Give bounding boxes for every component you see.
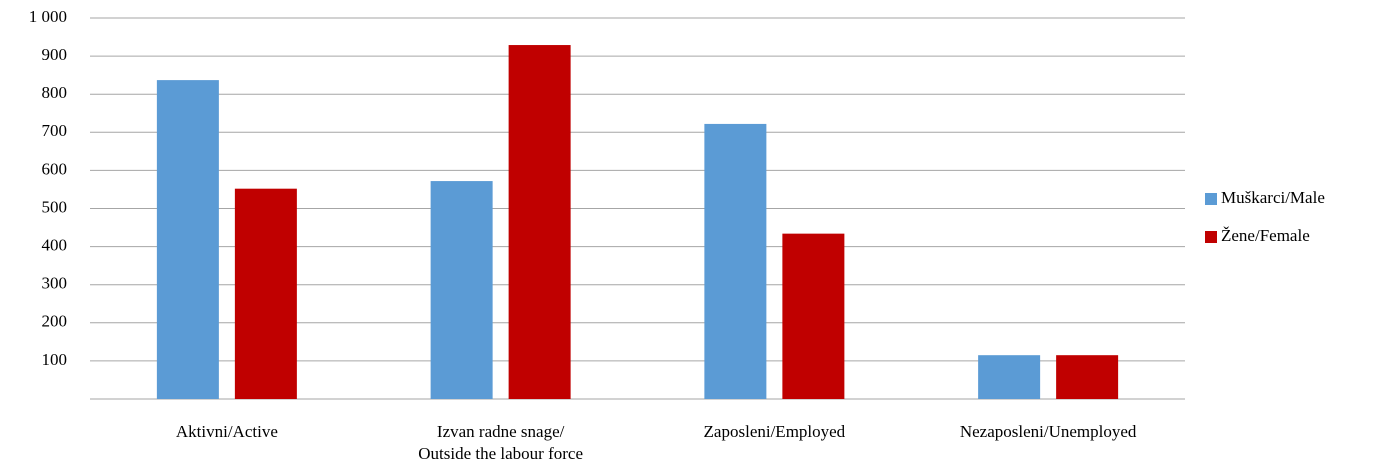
bar [978,355,1041,399]
bar [508,45,571,400]
bar [1056,355,1119,399]
legend-label: Muškarci/Male [1221,188,1325,207]
legend-swatch [1205,193,1217,205]
x-tick-label: Aktivni/Active [176,422,278,441]
legend-label: Žene/Female [1221,226,1310,245]
legend-swatch [1205,231,1217,243]
y-tick-label: 200 [42,312,68,331]
x-tick-label: Nezaposleni/Unemployed [960,422,1137,441]
y-tick-label: 1 000 [29,7,67,26]
y-tick-label: 800 [42,83,68,102]
bar [430,181,493,399]
y-tick-label: 400 [42,236,68,255]
x-tick-label: Izvan radne snage/Outside the labour for… [418,422,583,463]
y-tick-label: 900 [42,45,68,64]
y-tick-label: 100 [42,350,68,369]
y-tick-label: 700 [42,121,68,140]
y-tick-label: 300 [42,274,68,293]
bar [234,188,297,399]
y-tick-label: 500 [42,197,68,216]
x-tick-label: Zaposleni/Employed [704,422,846,441]
bar [782,233,845,399]
bar [704,123,767,399]
bar [156,80,219,399]
y-tick-label: 600 [42,159,68,178]
